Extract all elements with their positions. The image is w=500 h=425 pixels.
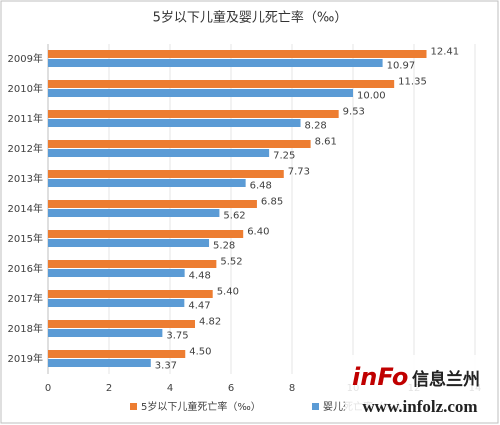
y-tick-label: 2016年 (8, 262, 43, 275)
bar (48, 239, 210, 247)
y-tick-label: 2009年 (8, 52, 43, 65)
bar (48, 230, 244, 238)
bar (48, 50, 427, 58)
bar (48, 110, 339, 118)
value-label: 8.61 (315, 137, 337, 148)
bar (48, 359, 151, 367)
bar (48, 299, 185, 307)
value-label: 4.48 (189, 271, 211, 282)
value-label: 4.82 (199, 317, 221, 328)
watermark-url: www.infolz.com (362, 397, 477, 416)
y-tick-label: 2015年 (8, 232, 43, 245)
bar (48, 140, 311, 148)
value-label: 7.25 (273, 151, 295, 162)
x-tick-label: 0 (45, 383, 51, 394)
value-label: 6.40 (247, 227, 269, 238)
bar (48, 320, 196, 328)
y-tick-label: 2017年 (8, 292, 43, 305)
y-tick-label: 2011年 (8, 112, 43, 125)
x-tick-label: 6 (228, 383, 234, 394)
y-tick-label: 2014年 (8, 202, 43, 215)
bar (48, 89, 353, 97)
value-label: 3.75 (166, 331, 188, 342)
bar (48, 200, 257, 208)
value-label: 5.40 (217, 287, 239, 298)
value-label: 3.37 (155, 361, 177, 372)
bar (48, 149, 270, 157)
legend-swatch (312, 403, 319, 410)
value-label: 9.53 (343, 107, 365, 118)
watermark-name: 信息兰州 (412, 369, 480, 390)
bar (48, 260, 217, 268)
watermark-bg (345, 355, 495, 420)
x-tick-label: 2 (106, 383, 112, 394)
value-label: 6.48 (250, 181, 272, 192)
bar (48, 209, 220, 217)
y-tick-label: 2018年 (8, 322, 43, 335)
value-label: 5.28 (213, 241, 235, 252)
value-label: 10.00 (357, 91, 386, 102)
plot: 024681012142009年12.4110.972010年11.3510.0… (8, 44, 481, 413)
bar (48, 170, 284, 178)
value-label: 7.73 (288, 167, 310, 178)
y-tick-label: 2012年 (8, 142, 43, 155)
bar (48, 269, 185, 277)
value-label: 4.47 (188, 301, 210, 312)
bar (48, 290, 213, 298)
y-tick-label: 2013年 (8, 172, 43, 185)
bar (48, 179, 246, 187)
bar (48, 350, 186, 358)
value-label: 4.50 (189, 347, 211, 358)
legend-swatch (130, 403, 137, 410)
value-label: 5.62 (223, 211, 245, 222)
watermark-logo: inFo (352, 363, 408, 391)
bar (48, 119, 301, 127)
value-label: 8.28 (305, 121, 327, 132)
x-tick-label: 8 (289, 383, 295, 394)
x-tick-label: 4 (167, 383, 173, 394)
chart-title: 5岁以下儿童及婴儿死亡率（‰） (153, 10, 348, 26)
bar (48, 80, 395, 88)
value-label: 5.52 (220, 257, 242, 268)
value-label: 11.35 (398, 77, 427, 88)
y-tick-label: 2019年 (8, 352, 43, 365)
value-label: 12.41 (431, 47, 460, 58)
bar (48, 329, 163, 337)
legend-label: 5岁以下儿童死亡率（‰） (141, 400, 261, 413)
bar (48, 59, 383, 67)
value-label: 6.85 (261, 197, 283, 208)
y-tick-label: 2010年 (8, 82, 43, 95)
value-label: 10.97 (387, 61, 416, 72)
watermark: inFo 信息兰州 www.infolz.com (345, 355, 495, 420)
